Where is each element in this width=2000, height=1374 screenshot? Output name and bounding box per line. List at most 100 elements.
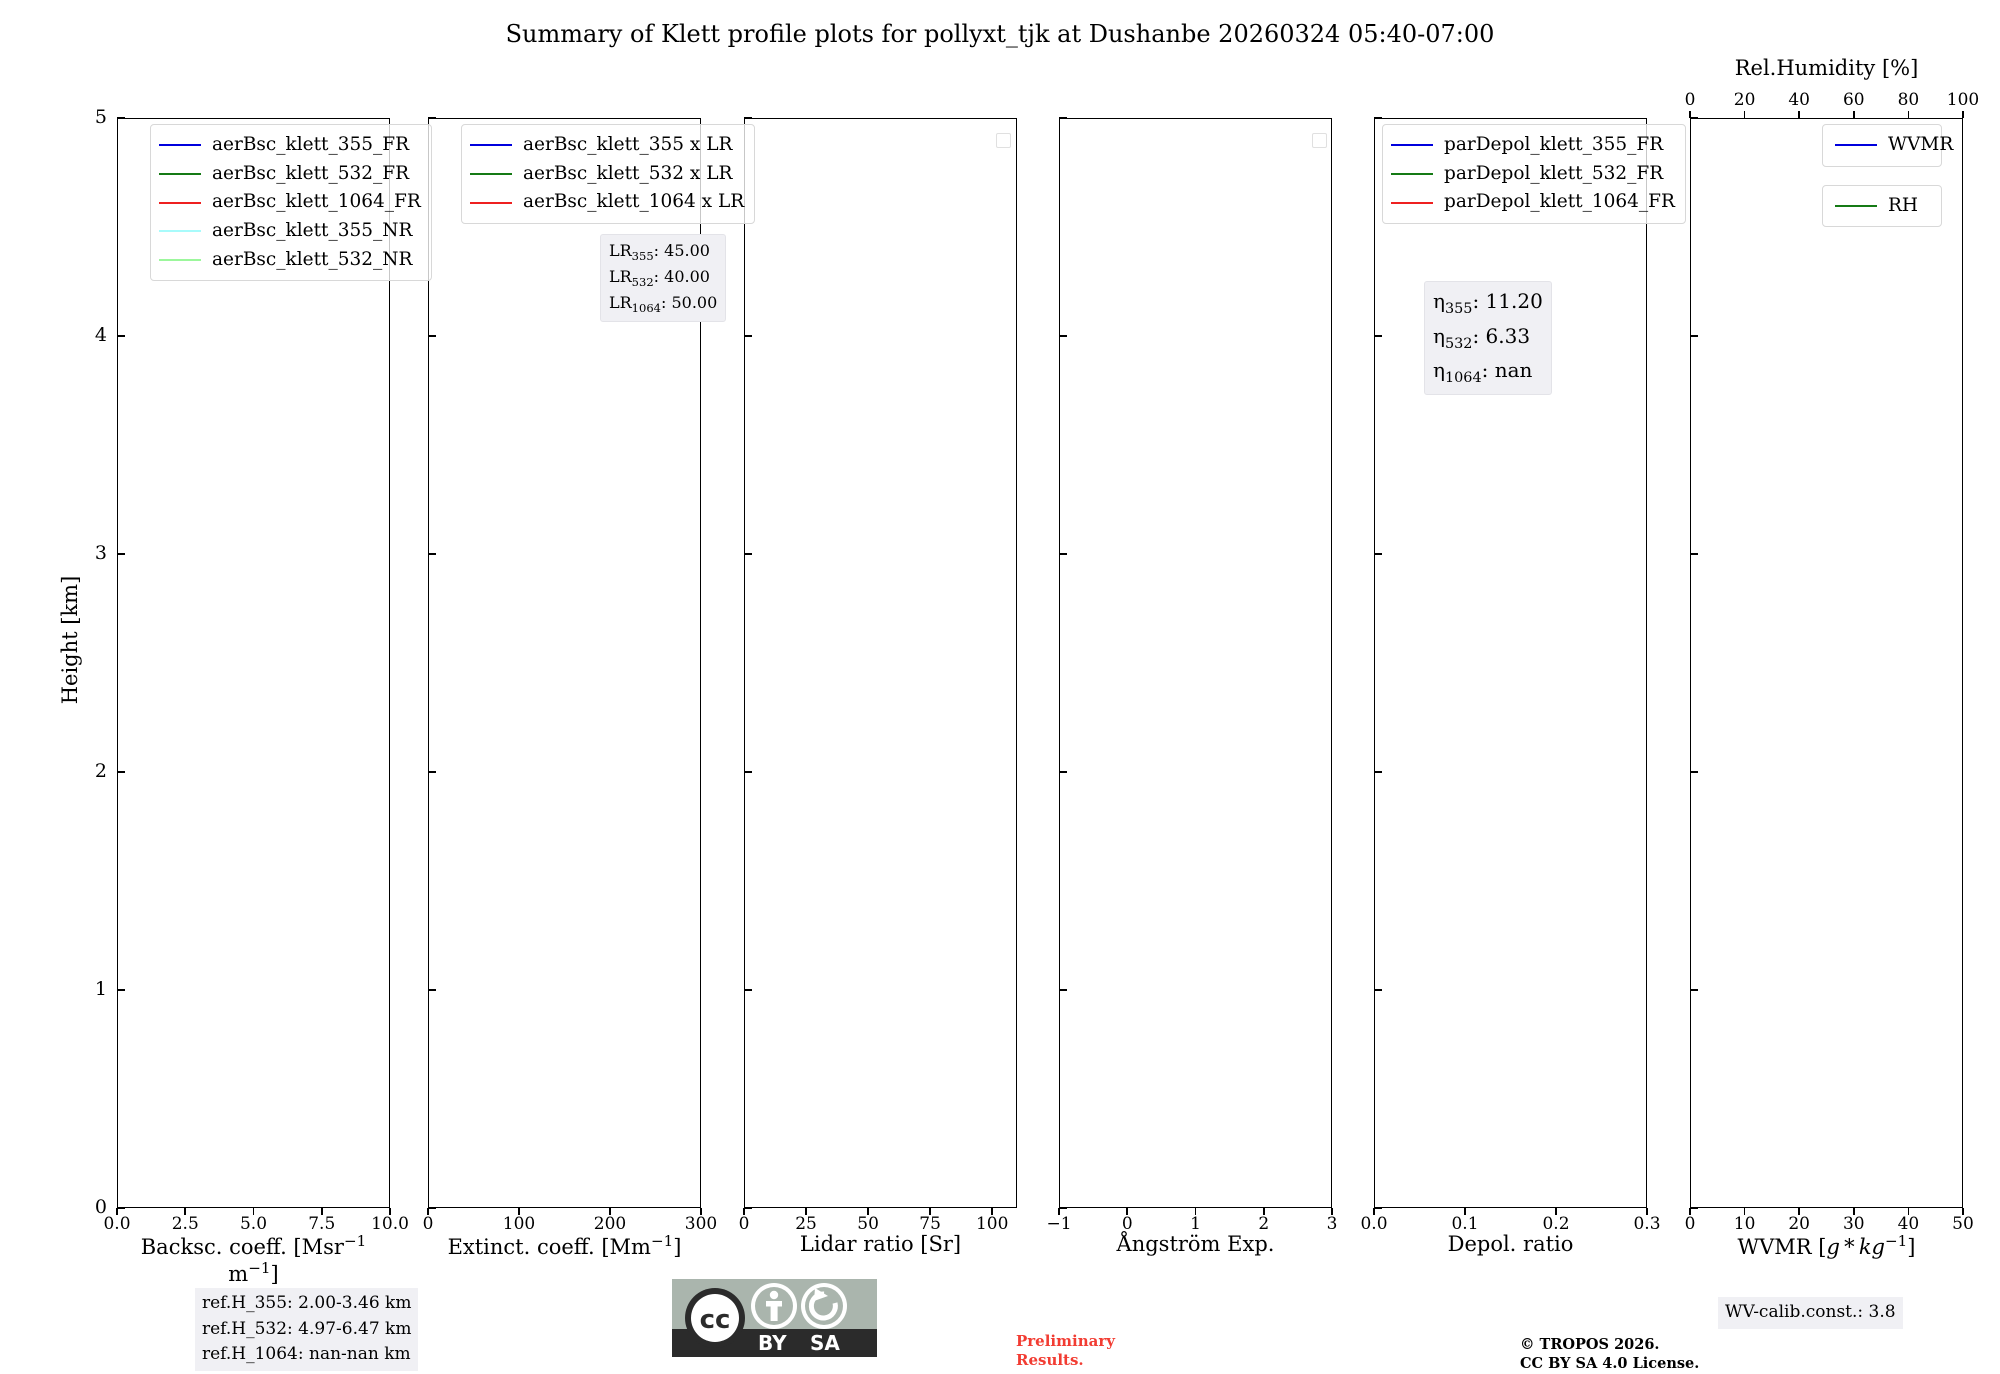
x-tickmark-angstrom-4 <box>1331 1208 1333 1215</box>
annotation-subscript: 1064 <box>1444 370 1482 387</box>
reference-height-line: ref.H_1064: nan-nan km <box>202 1344 411 1364</box>
x-tickmark-angstrom-2 <box>1194 1208 1197 1215</box>
x-tick-lidar-ratio-2: 50 <box>857 1214 879 1234</box>
x-tick-wvmr-4: 40 <box>1897 1214 1920 1234</box>
y-tickmark-p0-2 <box>117 771 125 773</box>
y-tickmark-p3-0 <box>1059 1207 1067 1209</box>
legend-item[interactable]: parDepol_klett_532_FR <box>1391 160 1675 189</box>
axes-frame-wvmr <box>1690 118 1963 1208</box>
legend-swatch-icon <box>1835 144 1877 147</box>
legend-placeholder-lidar-ratio <box>996 133 1011 148</box>
y-tickmark-p5-5 <box>1690 117 1698 119</box>
y-tickmark-p5-1 <box>1690 989 1698 991</box>
top-x-tick-4: 80 <box>1897 90 1920 110</box>
legend-label: aerBsc_klett_532_NR <box>212 248 413 270</box>
x-tick-extinction-2: 200 <box>593 1214 627 1234</box>
x-axis-label-extinction: Extinct. coeff. [Mm−1] <box>447 1232 682 1259</box>
top-x-tickmark-0 <box>1689 111 1691 118</box>
x-tick-wvmr-5: 50 <box>1952 1214 1974 1234</box>
legend-label: RH <box>1888 194 1919 216</box>
top-x-tickmark-4 <box>1907 111 1910 118</box>
y-tickmark-p5-2 <box>1690 771 1698 773</box>
x-tickmark-wvmr-3 <box>1853 1208 1855 1215</box>
y-tickmark-p1-1 <box>428 989 436 991</box>
legend-item[interactable]: aerBsc_klett_532_FR <box>159 160 421 189</box>
legend-item[interactable]: parDepol_klett_355_FR <box>1391 131 1675 160</box>
annotation-subscript: 532 <box>1444 335 1473 352</box>
x-tick-angstrom-2: 1 <box>1190 1214 1201 1234</box>
y-tickmark-p4-1 <box>1374 989 1382 991</box>
x-tick-extinction-1: 100 <box>502 1214 536 1234</box>
cc-sa-label: SA <box>810 1331 840 1355</box>
top-x-tickmark-5 <box>1962 111 1964 118</box>
legend-swatch-icon <box>159 173 201 175</box>
legend-label: aerBsc_klett_532_FR <box>212 162 410 184</box>
y-tickmark-p1-5 <box>428 117 436 119</box>
y-tickmark-p3-1 <box>1059 989 1067 991</box>
x-tickmark-backscatter-1 <box>184 1208 187 1215</box>
y-tickmark-p3-2 <box>1059 771 1067 773</box>
x-tickmark-wvmr-4 <box>1907 1208 1910 1215</box>
legend-item[interactable]: RH <box>1822 184 1942 228</box>
cc-badge-glyphs: cc <box>685 1283 847 1348</box>
y-tickmark-p5-3 <box>1690 553 1698 555</box>
legend-label: parDepol_klett_532_FR <box>1444 162 1664 184</box>
x-tickmark-depol-ratio-0 <box>1373 1208 1375 1215</box>
legend-item[interactable]: aerBsc_klett_355 x LR <box>470 131 744 160</box>
y-tickmark-p2-4 <box>744 335 752 337</box>
legend-item[interactable]: aerBsc_klett_1064 x LR <box>470 188 744 217</box>
x-tickmark-depol-ratio-2 <box>1555 1208 1557 1215</box>
legend-item[interactable]: parDepol_klett_1064_FR <box>1391 188 1675 217</box>
legend-swatch-icon <box>159 201 201 204</box>
legend-item[interactable]: aerBsc_klett_532_NR <box>159 246 421 275</box>
legend-wvmr[interactable]: WVMR RH <box>1822 124 1953 228</box>
preliminary-line-2: Results. <box>1016 1350 1084 1369</box>
cc-license-badge: cc BY SA <box>672 1279 877 1357</box>
legend-swatch-icon <box>159 230 201 233</box>
y-tick-4: 4 <box>94 324 107 346</box>
y-tickmark-p5-0 <box>1690 1207 1698 1209</box>
x-axis-label-lidar-ratio: Lidar ratio [Sr] <box>799 1232 962 1256</box>
x-tick-wvmr-2: 20 <box>1788 1214 1810 1234</box>
legend-label: aerBsc_klett_355_FR <box>212 134 410 155</box>
legend-swatch-icon <box>470 201 512 204</box>
cc-by-label: BY <box>758 1331 787 1355</box>
panel-backscatter <box>117 118 390 1208</box>
annotation-line: LR355: 45.00 <box>609 241 710 264</box>
x-tick-backscatter-1: 2.5 <box>171 1214 199 1234</box>
x-tickmark-angstrom-1 <box>1126 1208 1129 1215</box>
legend-item[interactable]: aerBsc_klett_532 x LR <box>470 160 744 189</box>
legend-item[interactable]: aerBsc_klett_1064_FR <box>159 188 421 217</box>
y-tickmark-p1-0 <box>428 1207 436 1209</box>
x-tickmark-lidar-ratio-4 <box>991 1208 993 1215</box>
x-tickmark-depol-ratio-1 <box>1464 1208 1466 1215</box>
annotation-subscript: 355 <box>1444 301 1473 317</box>
top-x-tick-0: 0 <box>1684 90 1696 110</box>
top-x-tick-1: 20 <box>1733 90 1756 110</box>
y-tickmark-p4-2 <box>1374 771 1382 773</box>
y-tickmark-p4-0 <box>1374 1207 1382 1209</box>
legend-extinction[interactable]: aerBsc_klett_355 x LR aerBsc_klett_532 x … <box>461 124 756 225</box>
x-tickmark-lidar-ratio-0 <box>743 1208 745 1215</box>
y-tickmark-p3-4 <box>1059 335 1067 337</box>
legend-label: aerBsc_klett_355 x LR <box>523 134 733 155</box>
y-tickmark-p1-4 <box>428 335 436 337</box>
annotation-subscript: 1064 <box>631 300 661 315</box>
x-tickmark-backscatter-3 <box>320 1208 323 1215</box>
y-tickmark-p1-3 <box>428 553 436 555</box>
panel-angstrom <box>1059 118 1332 1208</box>
x-tick-backscatter-3: 7.5 <box>308 1214 336 1234</box>
x-tickmark-extinction-1 <box>518 1208 520 1215</box>
x-tick-lidar-ratio-4: 100 <box>975 1214 1009 1234</box>
legend-item[interactable]: aerBsc_klett_355_NR <box>159 217 421 246</box>
legend-depol[interactable]: parDepol_klett_355_FR parDepol_klett_532_… <box>1382 124 1686 225</box>
legend-label: aerBsc_klett_532 x LR <box>523 162 733 184</box>
x-tick-backscatter-2: 5.0 <box>239 1214 268 1234</box>
legend-item[interactable]: aerBsc_klett_355_FR <box>159 131 421 160</box>
legend-item[interactable]: WVMR <box>1822 124 1953 167</box>
y-tickmark-p2-5 <box>744 117 752 119</box>
annotation-line: LR532: 40.00 <box>609 266 710 290</box>
x-tickmark-wvmr-1 <box>1743 1208 1746 1215</box>
y-tickmark-p0-1 <box>117 989 125 991</box>
